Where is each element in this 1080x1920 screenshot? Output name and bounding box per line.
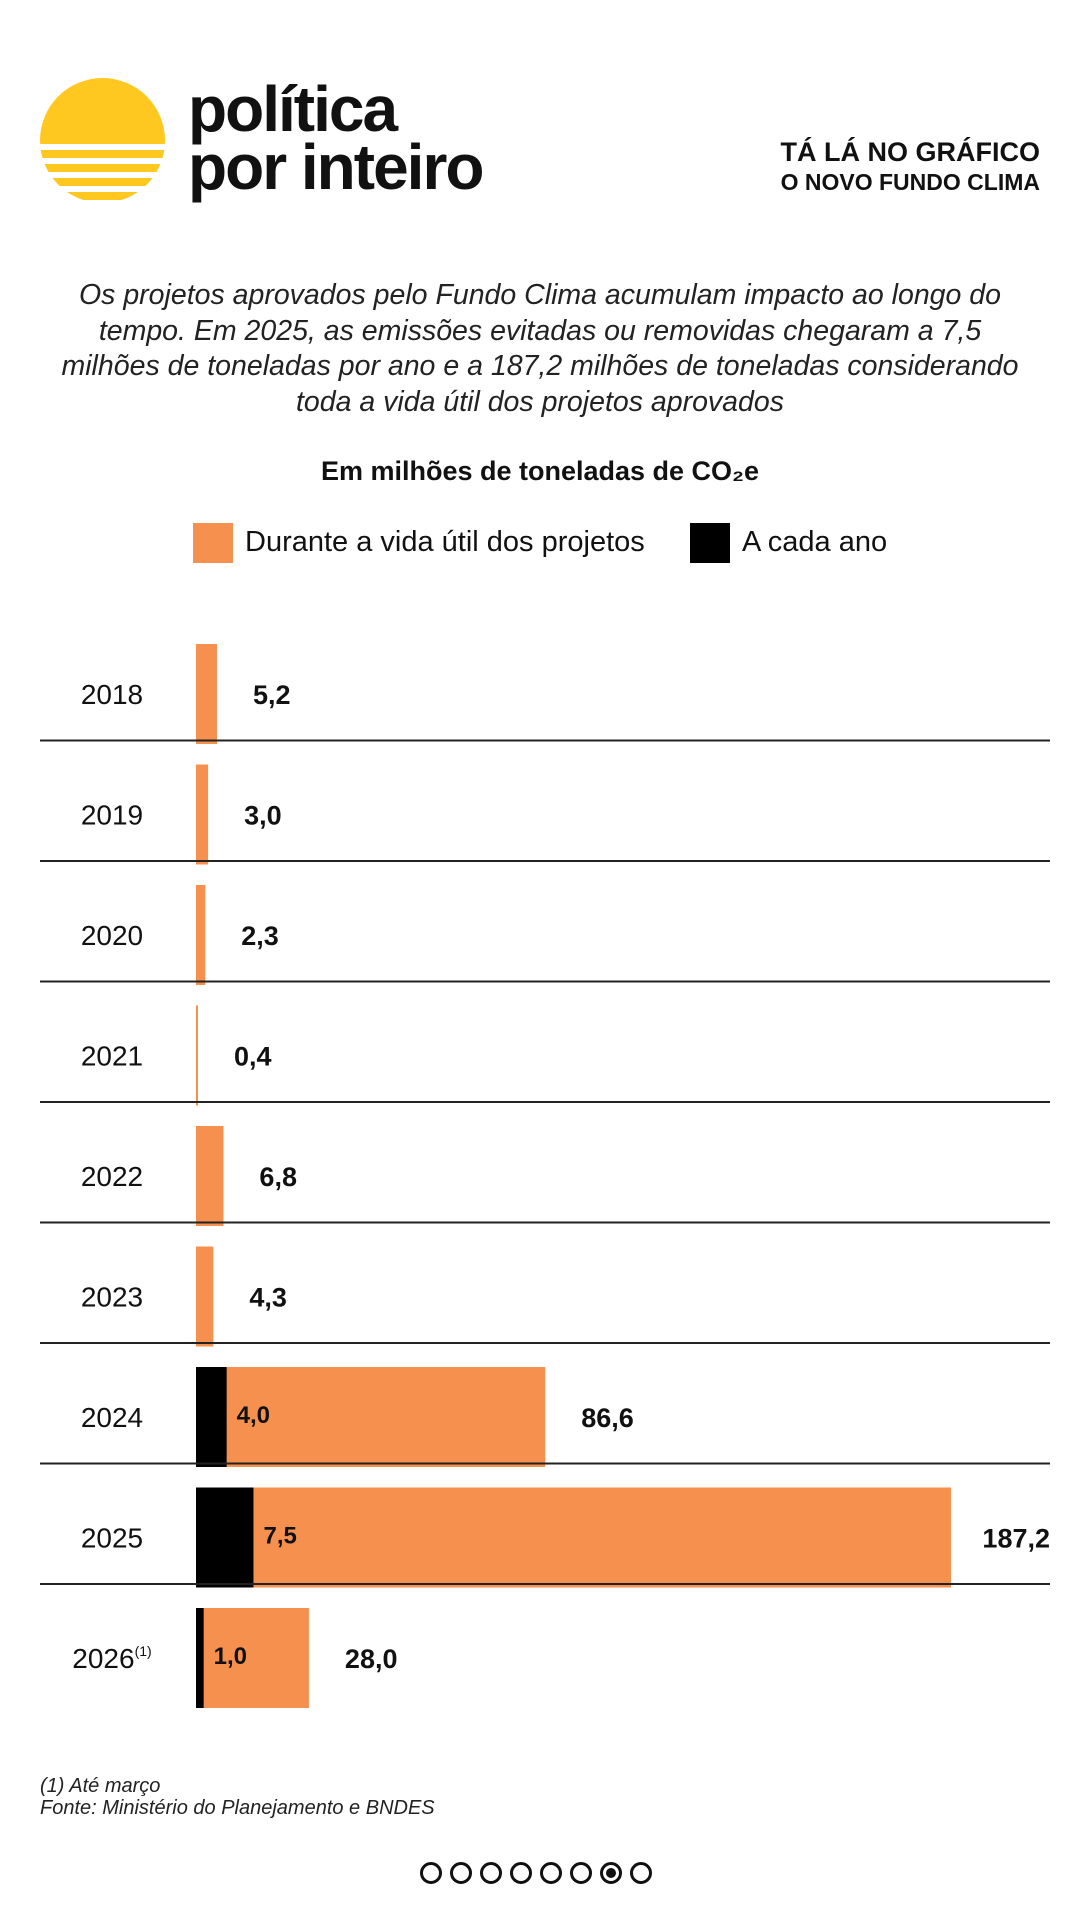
bar-lifetime xyxy=(196,764,209,865)
bar-annual xyxy=(196,1608,204,1708)
data-label-lifetime: 86,6 xyxy=(581,1403,634,1433)
data-label-lifetime: 6,8 xyxy=(259,1162,297,1192)
year-label: 2020 xyxy=(81,920,143,951)
year-label: 2022 xyxy=(81,1161,143,1192)
bar-lifetime xyxy=(196,1246,214,1347)
section-title-line2: O NOVO FUNDO CLIMA xyxy=(780,169,1040,195)
footnote: (1) Até março xyxy=(40,1775,161,1797)
bar-lifetime xyxy=(196,1608,309,1708)
legend-label-lifetime: Durante a vida útil dos projetos xyxy=(245,526,645,558)
footer: (1) Até março Fonte: Ministério do Plane… xyxy=(40,1775,435,1819)
pagination-dots xyxy=(420,1862,660,1890)
bar-lifetime xyxy=(196,1367,546,1467)
data-label-lifetime: 187,2 xyxy=(982,1524,1050,1554)
pagination-dot-active[interactable] xyxy=(600,1862,622,1884)
legend-swatch-lifetime xyxy=(193,523,233,563)
data-label-lifetime: 0,4 xyxy=(234,1042,272,1072)
bar-lifetime xyxy=(196,644,217,744)
source-note: Fonte: Ministério do Planejamento e BNDE… xyxy=(40,1797,435,1819)
data-label-lifetime: 2,3 xyxy=(241,921,279,951)
year-label: 2018 xyxy=(81,679,143,710)
legend-swatch-annual xyxy=(690,523,730,563)
brand-logo: política por inteiro xyxy=(40,73,640,203)
data-label-lifetime: 28,0 xyxy=(345,1644,398,1674)
bar-chart: 2018 5,2 2019 3,0 2020 2,3 2021 0,4 2022 6,8 2023 4… xyxy=(40,644,1050,1708)
data-label-lifetime: 5,2 xyxy=(253,680,291,710)
year-label: 2026(1) xyxy=(72,1643,151,1674)
year-label: 2021 xyxy=(81,1041,143,1072)
pagination-dot[interactable] xyxy=(450,1862,472,1884)
bar-lifetime xyxy=(196,1487,951,1588)
year-label: 2023 xyxy=(81,1282,143,1313)
sun-logo-icon xyxy=(40,78,165,200)
section-title-line1: TÁ LÁ NO GRÁFICO xyxy=(780,137,1040,167)
year-label: 2019 xyxy=(81,800,143,831)
chart-title: Em milhões de toneladas de CO₂e xyxy=(320,456,760,486)
brand-name: política por inteiro xyxy=(188,73,484,203)
pagination-dot[interactable] xyxy=(570,1862,592,1884)
legend-label-annual: A cada ano xyxy=(742,526,888,558)
pagination-dot[interactable] xyxy=(540,1862,562,1884)
intro-text: Os projetos aprovados pelo Fundo Clima a… xyxy=(61,279,1019,418)
brand-name-line1: política xyxy=(188,73,398,145)
data-label-annual: 4,0 xyxy=(237,1402,270,1429)
bar-lifetime xyxy=(196,1126,224,1226)
pagination-dot[interactable] xyxy=(630,1862,652,1884)
pagination-dot[interactable] xyxy=(510,1862,532,1884)
bar-annual xyxy=(196,1367,227,1467)
data-label-lifetime: 3,0 xyxy=(244,801,282,831)
year-label: 2024 xyxy=(81,1402,143,1433)
data-label-annual: 1,0 xyxy=(214,1643,247,1670)
data-label-lifetime: 4,3 xyxy=(249,1283,287,1313)
year-label: 2025 xyxy=(81,1523,143,1554)
data-label-annual: 7,5 xyxy=(263,1523,296,1550)
brand-name-line2: por inteiro xyxy=(188,131,484,203)
bar-annual xyxy=(196,1487,254,1588)
bar-lifetime xyxy=(196,885,206,985)
pagination-dot[interactable] xyxy=(480,1862,502,1884)
pagination-dot[interactable] xyxy=(420,1862,442,1884)
section-title: TÁ LÁ NO GRÁFICO O NOVO FUNDO CLIMA xyxy=(781,136,1040,196)
bar-lifetime xyxy=(196,1005,198,1106)
year-footnote-marker: (1) xyxy=(135,1643,152,1659)
